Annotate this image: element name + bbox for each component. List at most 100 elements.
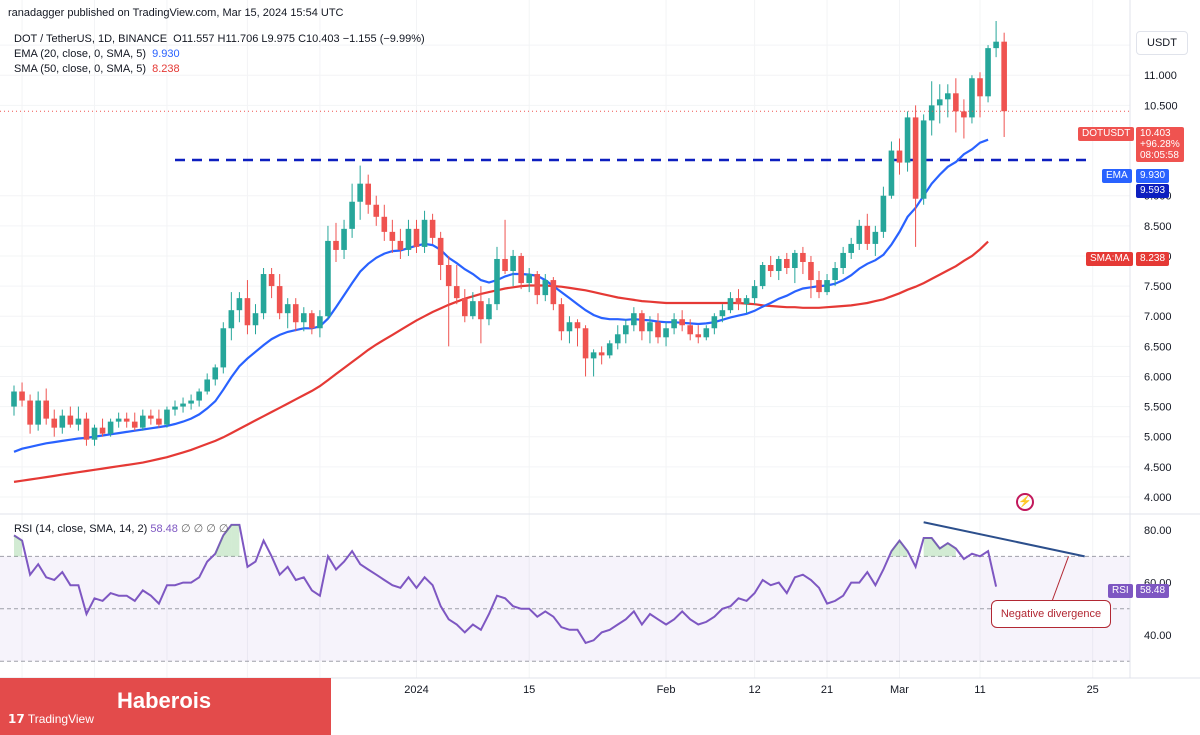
time-tick-label: 15 [523,684,535,696]
candle-body [808,261,814,281]
sma50-line [13,240,989,483]
price-tick-label: 7.000 [1144,311,1172,323]
candle-body [421,219,428,247]
price-tick-label: 4.500 [1144,462,1172,474]
candle [775,255,782,281]
candle-body [131,421,138,428]
price-tick-label: 5.000 [1144,432,1172,444]
candle [784,252,790,275]
candle-body [373,204,380,217]
candle [389,219,396,253]
candle [808,255,814,299]
candle [131,412,138,431]
candle [494,246,500,311]
candle [59,409,66,434]
candles [0,21,1130,446]
candle-body [775,258,782,272]
candle-body [462,298,468,317]
candle [341,219,347,259]
candle [751,280,758,305]
candle [43,388,49,425]
rsi-axis-tag: RSI [1108,584,1133,598]
candle-body [325,240,331,317]
candle [349,183,355,238]
candle [510,249,516,287]
rsi-legend[interactable]: RSI (14, close, SMA, 14, 2) 58.48 ∅ ∅ ∅ … [14,522,228,535]
candle-body [679,319,685,326]
candle-body [953,93,959,112]
candle-body [220,328,227,368]
candle-body [349,201,355,229]
candle-body [936,99,943,106]
candle-body [663,328,669,338]
candle [880,186,887,238]
candle [598,346,605,365]
candle [115,412,122,428]
candle [196,388,202,407]
candle [397,228,404,259]
rsi-band [0,555,1130,662]
candle-body [784,258,790,269]
candle-body [284,304,291,314]
candle-body [824,280,830,293]
candle-body [381,216,388,232]
candle-body [993,41,999,49]
candle [51,409,58,437]
sma-legend[interactable]: SMA (50, close, 0, SMA, 5) 8.238 [14,63,180,75]
candle-body [912,117,919,199]
candle [711,313,718,335]
rsi-overbought-fill [931,537,940,557]
candle-body [453,286,460,299]
ema-legend[interactable]: EMA (20, close, 0, SMA, 5) 9.930 [14,48,180,60]
candle-body [123,418,130,422]
candle-body [558,304,565,332]
candle [405,219,412,256]
ema-axis-tag: EMA [1102,169,1132,183]
candle-body [767,265,774,272]
candle [19,382,25,407]
candle [486,298,492,326]
divergence-callout: Negative divergence [991,600,1111,628]
candle-body [445,265,452,287]
candle [140,409,146,431]
candle [759,261,766,290]
price-tick-label: 11.000 [1144,70,1177,82]
sma-axis-price: 8.238 [1136,252,1170,266]
ema-axis-price: 9.930 [1136,169,1170,183]
candle-body [574,322,581,329]
currency-button[interactable]: USDT [1136,31,1188,55]
candle [639,310,645,341]
candle-body [156,418,162,425]
candle [11,385,17,416]
candle-body [623,325,629,335]
candle [156,409,162,428]
candle-body [333,240,339,250]
candle [582,325,589,377]
candle-body [276,286,283,314]
candle-body [655,322,661,338]
candle [671,313,677,335]
candle [985,45,991,103]
candle-body [260,274,267,314]
candle [107,418,114,437]
candle-body [977,78,983,97]
price-tick-label: 7.500 [1144,281,1172,293]
candle-body [695,334,702,338]
symbol-legend[interactable]: DOT / TetherUS, 1D, BINANCE O11.557 H11.… [14,33,425,45]
rsi-tick-label: 80.00 [1144,525,1172,537]
sma-value: 8.238 [152,63,180,75]
candle-body [83,418,90,440]
candle-body [647,322,653,332]
candle-body [671,319,677,329]
symbol-title: DOT / TetherUS, 1D, BINANCE [14,33,168,45]
candle-body [389,231,396,241]
candle [421,210,428,253]
ohlc-values: O11.557 H11.706 L9.975 C10.403 −1.155 (−… [173,33,425,45]
tradingview-logo[interactable]: 𝟭𝟳 TradingView [8,712,94,726]
flash-icon[interactable]: ⚡ [1016,493,1034,511]
candle-body [405,228,412,250]
candle [260,268,267,320]
sma-axis-tag: SMA:MA [1086,252,1134,266]
candle [292,298,299,332]
